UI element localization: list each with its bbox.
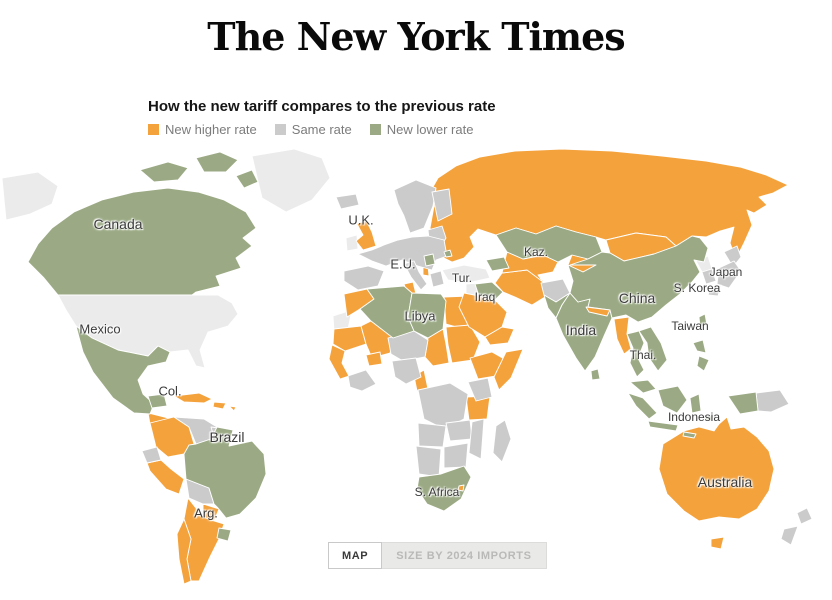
country-new-zealand[interactable]	[796, 507, 813, 525]
country-algeria[interactable]	[359, 285, 415, 339]
country-chile[interactable]	[176, 518, 192, 585]
country-iceland[interactable]	[335, 193, 360, 210]
country-taiwan[interactable]	[698, 313, 708, 328]
country-japan[interactable]	[723, 245, 742, 268]
country-java[interactable]	[647, 420, 679, 432]
country-somalia[interactable]	[493, 348, 524, 391]
country-nepal[interactable]	[585, 306, 611, 317]
country-mexico[interactable]	[75, 325, 171, 415]
country-zambia[interactable]	[445, 419, 473, 442]
nyt-masthead: The New York Times	[207, 14, 625, 59]
legend-label: Same rate	[291, 122, 352, 137]
country-italy[interactable]	[403, 260, 428, 291]
country-japan[interactable]	[716, 260, 742, 289]
country-thailand[interactable]	[626, 330, 645, 378]
country-sumatra[interactable]	[627, 392, 658, 420]
country-new-zealand[interactable]	[780, 525, 799, 546]
country-hispaniola[interactable]	[212, 401, 227, 410]
view-toggle: MAP SIZE BY 2024 IMPORTS	[328, 542, 547, 569]
country-ireland[interactable]	[345, 234, 359, 252]
country-yemen-oman[interactable]	[484, 326, 515, 346]
country-malaysia[interactable]	[629, 379, 657, 394]
country-turkey[interactable]	[441, 264, 491, 284]
country-lesser-sunda[interactable]	[682, 431, 697, 439]
country-canada[interactable]	[139, 161, 189, 183]
country-eswatini[interactable]	[457, 484, 465, 492]
country-uruguay[interactable]	[216, 527, 232, 542]
size-by-imports-button[interactable]: SIZE BY 2024 IMPORTS	[382, 542, 547, 569]
lower-rate-swatch	[369, 124, 381, 135]
country-alaska[interactable]	[1, 171, 59, 221]
country-nigeria[interactable]	[391, 357, 422, 385]
country-south-africa[interactable]	[416, 465, 472, 512]
country-finland[interactable]	[431, 188, 453, 222]
country-serbia[interactable]	[423, 253, 436, 267]
country-borneo[interactable]	[657, 385, 688, 414]
map-view-button[interactable]: MAP	[328, 542, 383, 569]
country-ecuador[interactable]	[141, 446, 162, 464]
legend: New higher rate Same rate New lower rate	[148, 122, 473, 137]
legend-item-same: Same rate	[274, 122, 352, 137]
country-peru[interactable]	[146, 459, 185, 495]
country-png-west[interactable]	[727, 391, 759, 415]
country-moluccas[interactable]	[704, 414, 715, 422]
country-angola[interactable]	[417, 422, 447, 448]
country-libya[interactable]	[407, 292, 447, 339]
country-iberia[interactable]	[343, 265, 385, 291]
legend-label: New higher rate	[165, 122, 257, 137]
country-canada[interactable]	[235, 169, 259, 189]
country-greece[interactable]	[429, 270, 445, 288]
country-china[interactable]	[567, 235, 709, 323]
same-rate-swatch	[274, 124, 286, 135]
country-philippines[interactable]	[692, 339, 707, 354]
country-cuba[interactable]	[173, 392, 213, 404]
country-zimbabwe-botswana[interactable]	[443, 442, 469, 469]
country-ghana-ivory-coast[interactable]	[347, 369, 377, 392]
country-sulawesi[interactable]	[689, 393, 702, 414]
country-japan[interactable]	[707, 284, 722, 297]
country-russia[interactable]	[429, 148, 789, 263]
country-canada[interactable]	[27, 187, 257, 296]
country-vietnam-laos[interactable]	[638, 326, 668, 372]
country-sri-lanka[interactable]	[590, 368, 601, 381]
country-australia[interactable]	[658, 416, 775, 522]
legend-item-lower: New lower rate	[369, 122, 474, 137]
country-puerto-rico[interactable]	[228, 405, 237, 412]
country-brazil[interactable]	[183, 426, 267, 519]
higher-rate-swatch	[148, 124, 159, 135]
country-philippines[interactable]	[696, 355, 710, 372]
country-scandinavia[interactable]	[393, 179, 437, 234]
country-south-korea[interactable]	[701, 268, 717, 285]
country-namibia[interactable]	[415, 445, 442, 478]
chart-title: How the new tariff compares to the previ…	[148, 98, 496, 115]
legend-item-higher: New higher rate	[148, 122, 257, 137]
legend-label: New lower rate	[386, 122, 474, 137]
country-madagascar[interactable]	[492, 419, 512, 463]
country-mexico[interactable]	[147, 393, 168, 409]
country-mozambique[interactable]	[468, 418, 485, 460]
country-uk[interactable]	[355, 219, 377, 251]
country-caucasus[interactable]	[485, 256, 510, 272]
country-drc[interactable]	[417, 382, 469, 430]
country-tasmania[interactable]	[710, 536, 725, 550]
country-iraq[interactable]	[474, 281, 504, 301]
country-png-east[interactable]	[755, 389, 790, 413]
country-kenya[interactable]	[467, 377, 493, 402]
country-greenland[interactable]	[251, 148, 331, 213]
country-mauritania[interactable]	[332, 325, 367, 352]
country-moldova[interactable]	[443, 249, 453, 258]
country-burkina-faso[interactable]	[365, 351, 383, 367]
country-canada[interactable]	[195, 151, 239, 173]
